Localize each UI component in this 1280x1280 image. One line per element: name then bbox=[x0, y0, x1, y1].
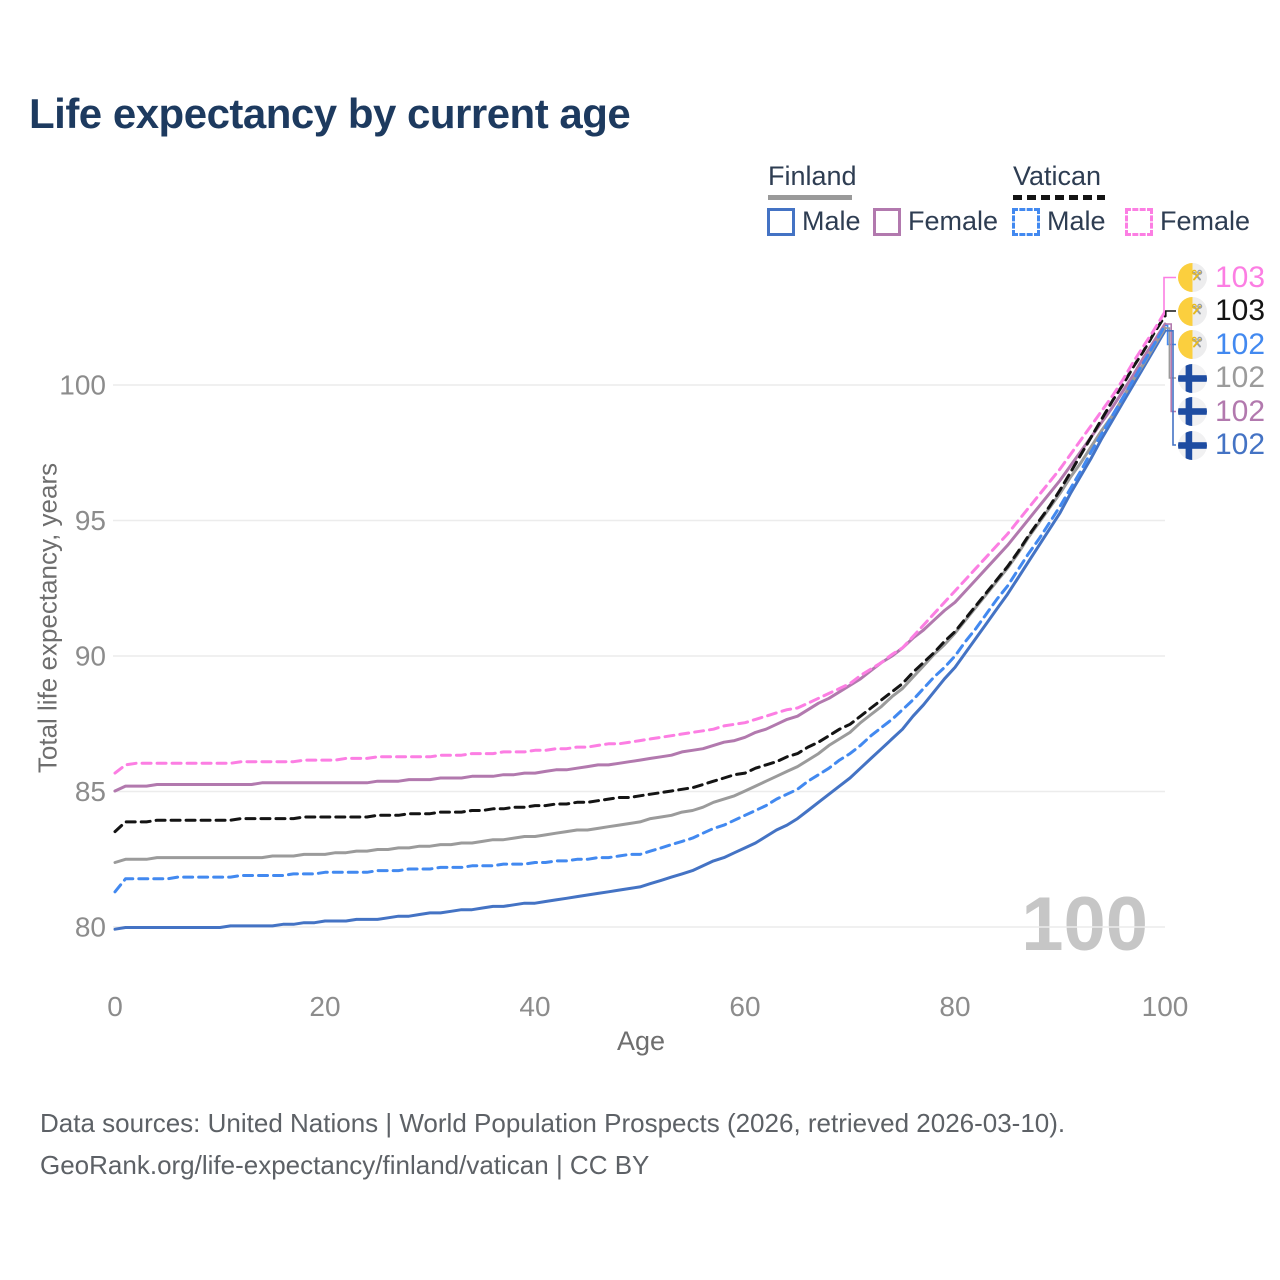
y-tick-label-95: 95 bbox=[75, 505, 106, 536]
legend-item-finland-male[interactable]: Male bbox=[767, 206, 861, 237]
end-label-value: 103 bbox=[1215, 294, 1266, 327]
finland-flag-icon bbox=[1178, 430, 1207, 460]
y-tick-label-85: 85 bbox=[75, 776, 106, 807]
series-line-finland-male[interactable] bbox=[113, 329, 1167, 931]
x-tick-label-100: 100 bbox=[1142, 991, 1189, 1022]
finland-flag-icon bbox=[1178, 363, 1207, 393]
y-tick-label-100: 100 bbox=[59, 370, 106, 401]
y-tick-label-90: 90 bbox=[75, 641, 106, 672]
hover-age-watermark: 100 bbox=[1021, 882, 1148, 967]
leader-line-vatican bbox=[1165, 310, 1176, 317]
vatican-female-swatch-icon bbox=[1125, 207, 1153, 236]
x-tick-label-0: 0 bbox=[107, 991, 123, 1022]
x-tick-label-80: 80 bbox=[939, 991, 970, 1022]
series-line-vatican-male[interactable] bbox=[113, 323, 1167, 894]
legend-item-label: Female bbox=[908, 206, 999, 236]
legend-item-label: Male bbox=[1047, 206, 1106, 236]
finland-male-swatch-icon bbox=[767, 207, 795, 236]
end-label-value: 102 bbox=[1215, 428, 1266, 461]
attribution-text: GeoRank.org/life-expectancy/finland/vati… bbox=[40, 1150, 650, 1180]
vatican-flag-icon bbox=[1178, 263, 1207, 292]
vatican-flag-icon bbox=[1178, 296, 1207, 326]
x-tick-label-60: 60 bbox=[729, 991, 760, 1022]
legend-finland-name[interactable]: Finland bbox=[768, 161, 857, 191]
series-line-vatican[interactable] bbox=[113, 314, 1167, 834]
page-title: Life expectancy by current age bbox=[29, 90, 631, 137]
end-label-row-finland-female: 102 bbox=[1178, 394, 1266, 428]
data-sources-text: Data sources: United Nations | World Pop… bbox=[40, 1108, 1066, 1138]
leader-line-finland-male bbox=[1165, 330, 1176, 446]
legend-item-finland-female[interactable]: Female bbox=[873, 206, 998, 237]
end-label-row-vatican: 103 bbox=[1178, 296, 1265, 326]
end-label-value: 102 bbox=[1215, 361, 1266, 394]
end-label-value: 103 bbox=[1215, 260, 1266, 294]
end-label-row-finland: 102 bbox=[1178, 363, 1265, 393]
y-tick-label-80: 80 bbox=[75, 912, 106, 943]
legend-group-finland: Finland bbox=[768, 161, 857, 200]
legend-item-label: Female bbox=[1160, 206, 1251, 236]
finland-female-swatch-icon bbox=[873, 207, 901, 236]
series-line-vatican-female[interactable] bbox=[113, 310, 1167, 775]
x-tick-label-20: 20 bbox=[309, 991, 340, 1022]
series-line-finland-female[interactable] bbox=[113, 322, 1167, 793]
legend-finland-line-sample bbox=[768, 195, 852, 200]
vatican-male-swatch-icon bbox=[1012, 207, 1040, 236]
leader-line-finland-female bbox=[1165, 323, 1176, 413]
legend-item-vatican-female[interactable]: Female bbox=[1125, 206, 1250, 237]
end-label-row-vatican-female: 103 bbox=[1178, 260, 1266, 294]
finland-flag-icon bbox=[1178, 397, 1207, 426]
legend-item-label: Male bbox=[802, 206, 861, 236]
legend-vatican-line-sample bbox=[1013, 195, 1105, 200]
legend-group-vatican: Vatican bbox=[1013, 161, 1105, 200]
end-label-value: 102 bbox=[1215, 394, 1266, 428]
end-label-row-finland-male: 102 bbox=[1178, 430, 1265, 460]
end-label-value: 102 bbox=[1215, 327, 1266, 361]
x-axis-title: Age bbox=[616, 1026, 666, 1056]
end-label-row-vatican-male: 102 bbox=[1178, 327, 1266, 361]
legend-vatican-name[interactable]: Vatican bbox=[1013, 161, 1102, 191]
legend-item-vatican-male[interactable]: Male bbox=[1012, 206, 1106, 237]
vatican-flag-icon bbox=[1178, 330, 1207, 359]
leader-line-vatican-female bbox=[1163, 276, 1176, 313]
x-tick-label-40: 40 bbox=[519, 991, 550, 1022]
